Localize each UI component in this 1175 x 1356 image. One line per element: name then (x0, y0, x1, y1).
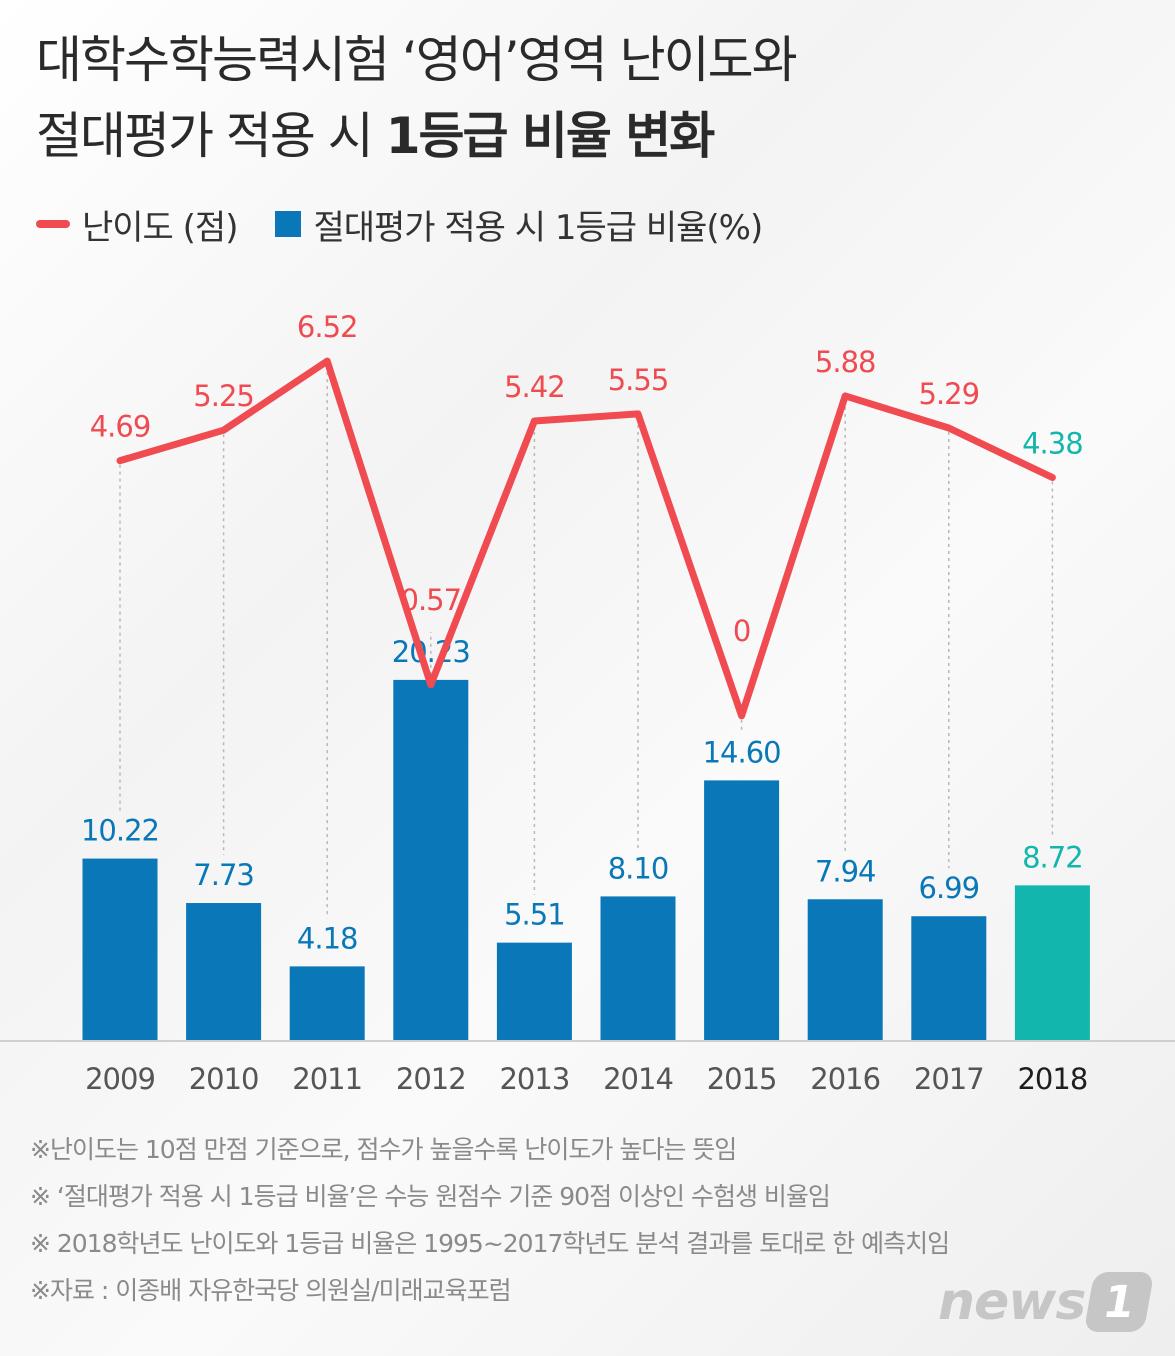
bar-label-2011: 4.18 (297, 921, 358, 955)
line-label-2009: 4.69 (90, 410, 151, 444)
bar-label-2009: 10.22 (81, 814, 159, 848)
x-tick-labels: 2009 2010 2011 2012 2013 2014 2015 2016 2017 2018 (85, 1062, 1088, 1096)
x-tick-2014: 2014 (603, 1062, 673, 1096)
bar-label-2012: 20.23 (392, 635, 470, 669)
bar-2010 (186, 903, 262, 1041)
legend-ratio-label: 절대평가 적용 시 1등급 비율(%) (313, 207, 763, 248)
bar-2014 (600, 896, 676, 1041)
combo-chart: 10.22 7.73 4.18 20.23 5.51 8.10 14.60 7.94 6.99 8… (0, 310, 1175, 1096)
bar-label-2014: 8.10 (608, 851, 669, 885)
x-tick-2009: 2009 (85, 1062, 155, 1096)
title-line-2-prefix: 절대평가 적용 시 (36, 107, 386, 165)
x-tick-2018: 2018 (1017, 1062, 1087, 1096)
bar-label-2010: 7.73 (193, 858, 254, 892)
news1-logo: news 1 (938, 1270, 1155, 1334)
legend-line-swatch (36, 220, 70, 228)
x-tick-2011: 2011 (292, 1062, 362, 1096)
line-label-2016: 5.88 (815, 345, 876, 379)
line-label-2017: 5.29 (919, 377, 980, 411)
footnote-2: ※ ‘절대평가 적용 시 1등급 비율’은 수능 원점수 기준 90점 이상인 … (30, 1182, 831, 1211)
line-label-2018: 4.38 (1022, 427, 1083, 461)
x-tick-2015: 2015 (707, 1062, 777, 1096)
line-label-2011: 6.52 (297, 310, 358, 344)
title-line-2: 절대평가 적용 시 1등급 비율 변화 (36, 98, 796, 174)
line-label-2013: 5.42 (504, 370, 565, 404)
bar-2012 (393, 679, 469, 1041)
chart-legend: 난이도 (점) 절대평가 적용 시 1등급 비율(%) (36, 196, 763, 252)
x-tick-2013: 2013 (499, 1062, 569, 1096)
line-label-2014: 5.55 (608, 363, 669, 397)
line-value-labels: 4.69 5.25 6.52 0.57 5.42 5.55 0 5.88 5.29 4.38 (90, 310, 1084, 648)
line-series (116, 357, 1056, 720)
legend-difficulty-label: 난이도 (점) (82, 207, 238, 248)
bar-label-2013: 5.51 (504, 898, 565, 932)
bar-label-2018: 8.72 (1022, 840, 1083, 874)
bar-label-2017: 6.99 (919, 871, 980, 905)
x-tick-2016: 2016 (810, 1062, 880, 1096)
bar-2015 (704, 780, 780, 1041)
logo-word: news (938, 1272, 1086, 1332)
guide-lines (119, 365, 1054, 919)
bar-2016 (807, 899, 883, 1041)
bar-2018 (1014, 885, 1090, 1041)
line-label-2012: 0.57 (401, 583, 462, 617)
bar-2009 (82, 858, 158, 1041)
x-tick-2017: 2017 (914, 1062, 984, 1096)
bar-series (82, 679, 1090, 1041)
line-label-2010: 5.25 (193, 379, 254, 413)
bar-label-2015: 14.60 (703, 735, 781, 769)
difficulty-line (116, 357, 1056, 720)
title-line-2-bold: 1등급 비율 변화 (385, 107, 716, 165)
line-label-2015: 0 (733, 614, 750, 648)
bar-value-labels: 10.22 7.73 4.18 20.23 5.51 8.10 14.60 7.94 6.99 8… (81, 635, 1084, 955)
logo-badge: 1 (1083, 1272, 1155, 1332)
footnote-3: ※ 2018학년도 난이도와 1등급 비율은 1995~2017학년도 분석 결… (30, 1229, 950, 1258)
chart-title: 대학수학능력시험 ‘영어’영역 난이도와 절대평가 적용 시 1등급 비율 변화 (36, 22, 798, 174)
x-tick-2012: 2012 (396, 1062, 466, 1096)
title-line-1: 대학수학능력시험 ‘영어’영역 난이도와 (36, 31, 798, 89)
footnote-4: ※자료 : 이종배 자유한국당 의원실/미래교육포럼 (30, 1276, 512, 1305)
bar-2011 (289, 966, 365, 1041)
legend-bar-swatch (275, 211, 302, 237)
x-tick-2010: 2010 (189, 1062, 259, 1096)
bar-label-2016: 7.94 (815, 854, 876, 888)
footnote-1: ※난이도는 10점 만점 기준으로, 점수가 높을수록 난이도가 높다는 뜻임 (30, 1135, 737, 1164)
footnotes: ※난이도는 10점 만점 기준으로, 점수가 높을수록 난이도가 높다는 뜻임 … (30, 1126, 950, 1314)
bar-2013 (496, 942, 572, 1041)
bar-2017 (911, 916, 987, 1041)
